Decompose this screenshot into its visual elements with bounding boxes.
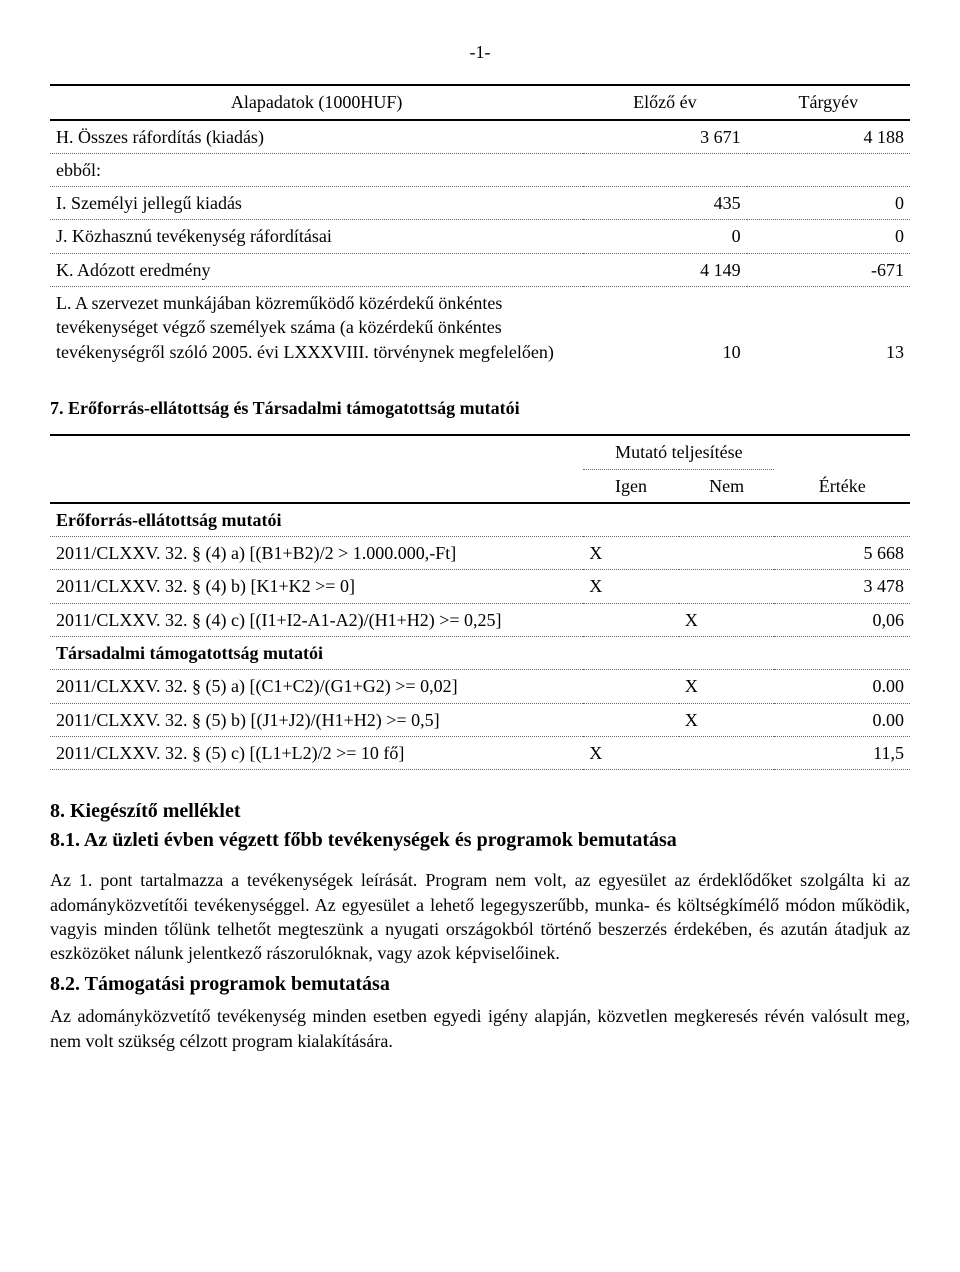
t1-row-curr: [747, 153, 910, 186]
t1-row-label: H. Összes ráfordítás (kiadás): [50, 120, 583, 154]
t2-header-group: Mutató teljesítése: [583, 435, 774, 469]
t2-header-no: Nem: [679, 469, 775, 503]
indicators-table: Mutató teljesítése Értéke Igen Nem Erőfo…: [50, 434, 910, 770]
t2-row-label: 2011/CLXXV. 32. § (5) b) [(J1+J2)/(H1+H2…: [50, 703, 583, 736]
t1-row-prev: 3 671: [583, 120, 746, 154]
heading-8: 8. Kiegészítő melléklet: [50, 798, 910, 825]
t2-header-value: Értéke: [774, 435, 910, 503]
t2-row-no: X: [679, 603, 775, 636]
t1-row-curr: -671: [747, 253, 910, 286]
t2-row-val: 5 668: [774, 537, 910, 570]
t2-row-yes: [583, 670, 679, 703]
t2-row-yes: X: [583, 570, 679, 603]
t1-header-curr: Tárgyév: [747, 85, 910, 119]
t2-row-no: [679, 537, 775, 570]
t1-header-label: Alapadatok (1000HUF): [50, 85, 583, 119]
t2-row-val: 0,06: [774, 603, 910, 636]
paragraph-8-2: Az adományközvetítő tevékenység minden e…: [50, 1004, 910, 1053]
t2-row-label: 2011/CLXXV. 32. § (5) a) [(C1+C2)/(G1+G2…: [50, 670, 583, 703]
t1-row-prev: 4 149: [583, 253, 746, 286]
t1-row-label: I. Személyi jellegű kiadás: [50, 187, 583, 220]
t1-row-curr: 0: [747, 187, 910, 220]
t1-row-prev: 435: [583, 187, 746, 220]
t2-header-yes: Igen: [583, 469, 679, 503]
t1-row-label: K. Adózott eredmény: [50, 253, 583, 286]
heading-8-2: 8.2. Támogatási programok bemutatása: [50, 971, 910, 998]
t2-group-title: Erőforrás-ellátottság mutatói: [50, 503, 583, 537]
t2-row-val: 11,5: [774, 736, 910, 769]
t2-row-yes: X: [583, 537, 679, 570]
t2-row-yes: [583, 703, 679, 736]
t2-row-val: 0.00: [774, 703, 910, 736]
t1-row-curr: 13: [747, 287, 910, 368]
t2-row-yes: [583, 603, 679, 636]
t1-row-prev: 10: [583, 287, 746, 368]
t2-row-label: 2011/CLXXV. 32. § (5) c) [(L1+L2)/2 >= 1…: [50, 736, 583, 769]
t2-row-label: 2011/CLXXV. 32. § (4) b) [K1+K2 >= 0]: [50, 570, 583, 603]
t2-group-title: Társadalmi támogatottság mutatói: [50, 637, 583, 670]
t1-row-prev: 0: [583, 220, 746, 253]
t1-row-label: ebből:: [50, 153, 583, 186]
t2-row-yes: X: [583, 736, 679, 769]
t1-row-label: J. Közhasznú tevékenység ráfordításai: [50, 220, 583, 253]
base-data-table: Alapadatok (1000HUF) Előző év Tárgyév H.…: [50, 84, 910, 368]
t1-row-curr: 0: [747, 220, 910, 253]
paragraph-8-1: Az 1. pont tartalmazza a tevékenységek l…: [50, 868, 910, 965]
t2-row-val: 3 478: [774, 570, 910, 603]
t1-header-prev: Előző év: [583, 85, 746, 119]
t2-row-label: 2011/CLXXV. 32. § (4) a) [(B1+B2)/2 > 1.…: [50, 537, 583, 570]
t2-row-no: [679, 570, 775, 603]
t2-row-val: 0.00: [774, 670, 910, 703]
t2-row-no: X: [679, 670, 775, 703]
t1-row-prev: [583, 153, 746, 186]
heading-8-1: 8.1. Az üzleti évben végzett főbb tevéke…: [50, 827, 910, 854]
page-number: -1-: [50, 40, 910, 64]
t2-row-no: X: [679, 703, 775, 736]
t1-row-label: L. A szervezet munkájában közreműködő kö…: [50, 287, 583, 368]
t2-row-label: 2011/CLXXV. 32. § (4) c) [(I1+I2-A1-A2)/…: [50, 603, 583, 636]
t1-row-curr: 4 188: [747, 120, 910, 154]
section7-title: 7. Erőforrás-ellátottság és Társadalmi t…: [50, 396, 910, 420]
t2-row-no: [679, 736, 775, 769]
